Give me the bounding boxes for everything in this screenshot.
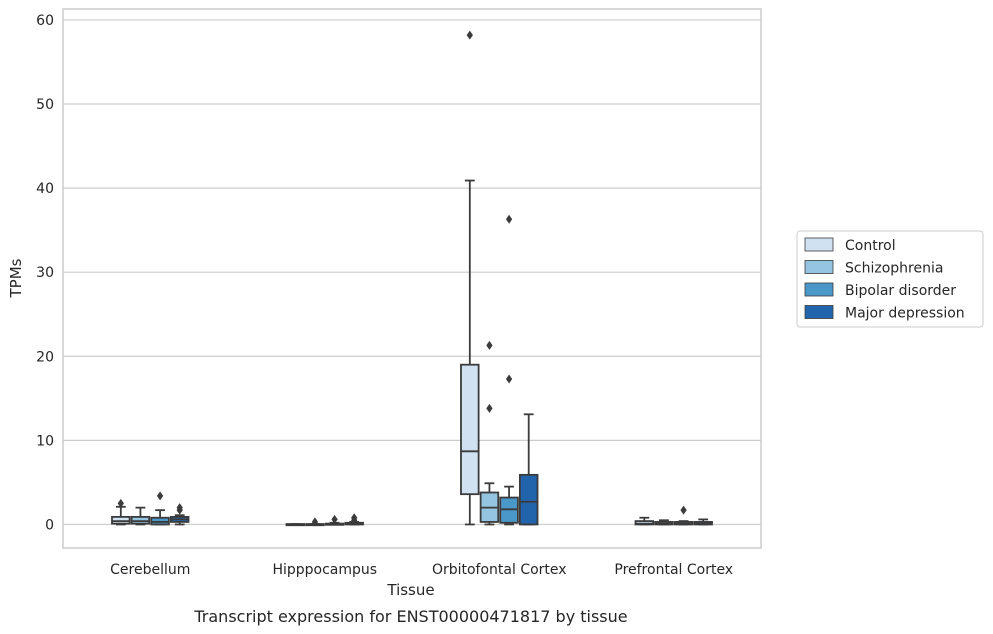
box-control <box>111 498 131 526</box>
box-bipolar-disorder <box>150 491 170 526</box>
y-tick-label: 60 <box>36 13 54 29</box>
box-bipolar-disorder <box>673 505 694 526</box>
y-tick-label: 20 <box>36 349 54 365</box>
legend-swatch <box>804 237 834 252</box>
box-schizophrenia <box>305 517 325 527</box>
legend-label: Schizophrenia <box>845 261 943 277</box>
plot-area <box>62 8 762 549</box>
y-tick-labels: 0 10 20 30 40 50 60 <box>36 13 54 534</box>
outlier-point <box>486 340 493 350</box>
outlier-point <box>117 498 124 508</box>
chart-caption: Transcript expression for ENST0000047181… <box>193 607 627 626</box>
y-tick-label: 40 <box>36 181 54 197</box>
outlier-point <box>466 30 473 40</box>
legend-swatch <box>804 305 834 319</box>
box-bipolar-disorder <box>499 214 519 526</box>
outlier-point <box>156 491 164 501</box>
box-control <box>460 30 480 526</box>
outlier-point <box>331 514 338 524</box>
box-major-depression <box>344 513 364 526</box>
x-tick-label: Orbitofontal Cortex <box>432 562 567 578</box>
box-schizophrenia <box>654 519 674 526</box>
x-tick-labels: Cerebellum Hipppocampus Orbitofontal Corte… <box>110 562 733 578</box>
x-tick-label: Cerebellum <box>110 562 190 578</box>
y-tick-label: 30 <box>36 265 54 281</box>
legend-label: Bipolar disorder <box>845 283 956 299</box>
box-major-depression <box>169 503 190 526</box>
legend: Control Schizophrenia Bipolar disorder Majo… <box>796 230 984 328</box>
y-tick-label: 10 <box>36 433 54 449</box>
legend-label: Control <box>845 238 896 254</box>
outlier-point <box>680 505 687 515</box>
legend-label: Major depression <box>845 306 965 322</box>
box-control <box>285 523 306 527</box>
y-tick-label: 50 <box>36 97 54 113</box>
outlier-point <box>176 503 183 513</box>
x-tick-label: Prefrontal Cortex <box>614 562 733 578</box>
box-body <box>460 363 480 496</box>
y-tick-label: 0 <box>45 517 54 533</box>
grid-lines <box>63 19 761 526</box>
outlier-point <box>311 517 319 527</box>
x-axis-title: Tissue <box>386 581 434 599</box>
outlier-point <box>486 403 493 413</box>
outlier-point <box>505 374 513 384</box>
box-schizophrenia <box>130 506 151 526</box>
outlier-point <box>351 513 358 523</box>
box-bipolar-disorder <box>324 514 345 526</box>
box-major-depression <box>518 413 539 526</box>
box-body <box>518 473 539 526</box>
outlier-point <box>505 214 513 224</box>
legend-frame <box>796 230 984 328</box>
box-major-depression <box>693 518 713 526</box>
x-tick-label: Hipppocampus <box>272 562 377 578</box>
box-control <box>634 516 655 526</box>
box-schizophrenia <box>479 340 500 526</box>
box-groups <box>111 30 713 527</box>
y-axis-title: TPMs <box>7 258 25 298</box>
legend-swatch <box>804 260 834 274</box>
legend-swatch <box>804 282 834 297</box>
